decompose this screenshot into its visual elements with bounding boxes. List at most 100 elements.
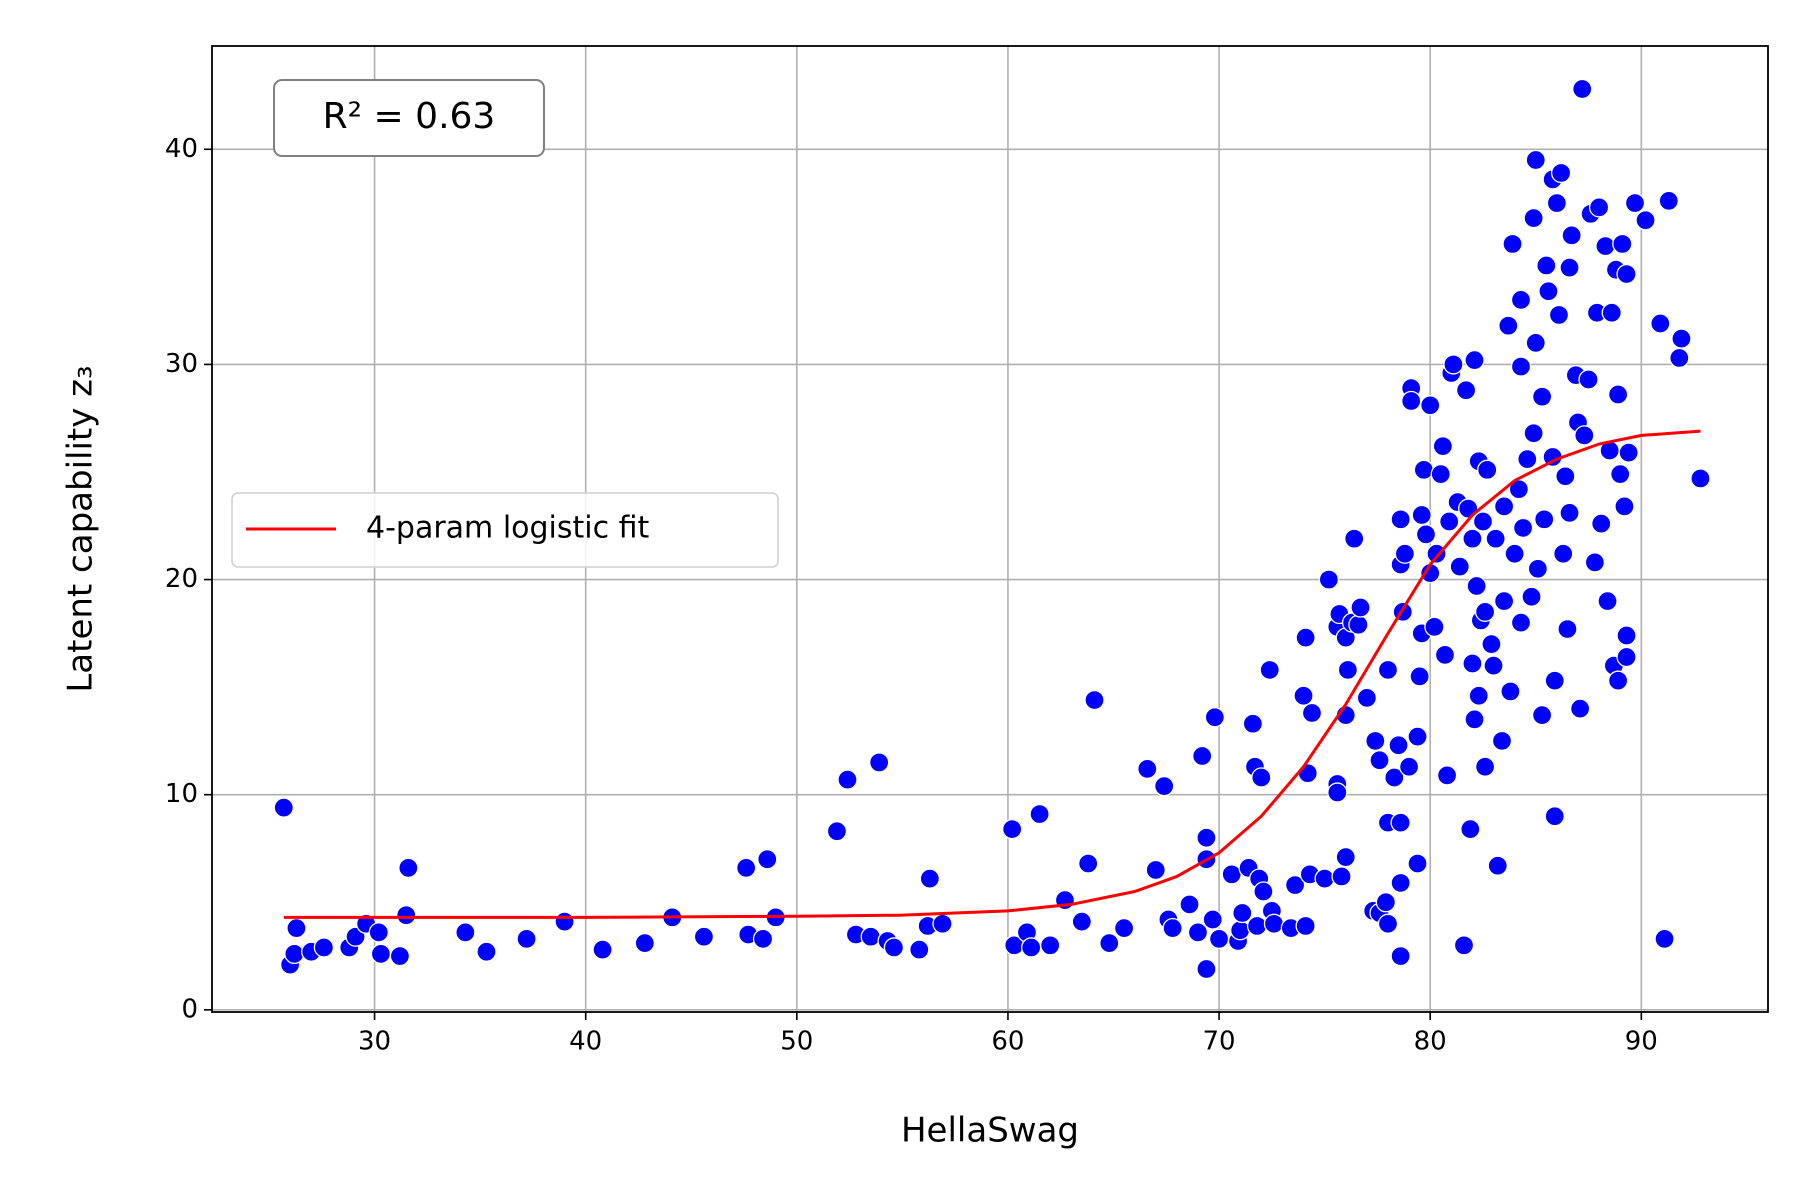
scatter-point bbox=[1411, 504, 1432, 526]
scatter-point bbox=[1517, 448, 1538, 470]
scatter-point bbox=[1251, 767, 1272, 788]
scatter-point bbox=[284, 943, 305, 965]
y-tick-label: 40 bbox=[165, 134, 198, 164]
scatter-point bbox=[1084, 689, 1105, 711]
scatter-point bbox=[1384, 767, 1405, 788]
scatter-point bbox=[757, 849, 778, 870]
scatter-point bbox=[1162, 917, 1183, 939]
scatter-point bbox=[1534, 509, 1555, 530]
scatter-point bbox=[1690, 468, 1711, 489]
scatter-point bbox=[1525, 332, 1546, 354]
scatter-point bbox=[1295, 627, 1316, 648]
scatter-point bbox=[1550, 162, 1572, 184]
x-tick-label: 80 bbox=[1414, 1027, 1447, 1057]
scatter-point bbox=[1654, 928, 1675, 950]
scatter-point bbox=[1196, 958, 1217, 980]
scatter-point bbox=[919, 868, 940, 889]
scatter-point bbox=[1263, 913, 1285, 934]
scatter-point bbox=[1377, 913, 1399, 934]
scatter-point bbox=[368, 922, 389, 943]
scatter-point bbox=[1449, 556, 1470, 577]
scatter-point bbox=[1618, 442, 1639, 463]
y-tick-label: 20 bbox=[165, 564, 198, 594]
scatter-point bbox=[1468, 685, 1489, 706]
scatter-point bbox=[1415, 524, 1437, 545]
scatter-point bbox=[389, 945, 411, 967]
scatter-point bbox=[1356, 687, 1378, 709]
scatter-point bbox=[1453, 935, 1475, 956]
scatter-point bbox=[1337, 659, 1359, 681]
scatter-point bbox=[1531, 704, 1553, 726]
scatter-point bbox=[1510, 612, 1532, 633]
scatter-point bbox=[1259, 659, 1280, 681]
scatter-point bbox=[1284, 874, 1306, 896]
scatter-point bbox=[554, 911, 575, 932]
scatter-point bbox=[1413, 459, 1435, 480]
scatter-point bbox=[1369, 750, 1390, 771]
scatter-point bbox=[1595, 235, 1616, 257]
scatter-point bbox=[1561, 225, 1582, 246]
scatter-point bbox=[1390, 872, 1411, 894]
scatter-point bbox=[1407, 726, 1428, 747]
scatter-point bbox=[1578, 369, 1599, 390]
legend-box bbox=[231, 492, 779, 568]
scatter-point bbox=[286, 917, 307, 939]
scatter-point bbox=[1588, 197, 1610, 218]
scatter-point bbox=[1544, 806, 1565, 827]
scatter-point bbox=[932, 913, 953, 934]
scatter-point bbox=[1232, 902, 1253, 924]
scatter-point bbox=[1145, 859, 1166, 881]
scatter-point bbox=[1040, 935, 1061, 956]
scatter-point bbox=[1555, 466, 1576, 487]
scatter-point bbox=[1491, 730, 1513, 752]
scatter-point bbox=[1221, 864, 1242, 885]
scatter-point bbox=[1607, 670, 1629, 691]
scatter-point bbox=[1295, 915, 1316, 937]
scatter-point bbox=[1635, 210, 1656, 231]
x-tick-label: 30 bbox=[358, 1027, 391, 1057]
scatter-point bbox=[752, 928, 774, 950]
scatter-point bbox=[1671, 328, 1692, 349]
scatter-point bbox=[1493, 496, 1515, 517]
scatter-point bbox=[1365, 730, 1386, 752]
scatter-point bbox=[313, 937, 335, 958]
scatter-point bbox=[1344, 528, 1365, 549]
scatter-point bbox=[1531, 386, 1553, 407]
y-tick-label: 10 bbox=[165, 779, 198, 809]
scatter-point bbox=[1616, 625, 1637, 646]
legend-label: 4-param logistic fit bbox=[366, 511, 650, 546]
scatter-point bbox=[1436, 765, 1458, 786]
x-tick-label: 40 bbox=[569, 1027, 602, 1057]
x-tick-label: 70 bbox=[1203, 1027, 1236, 1057]
scatter-point bbox=[1388, 735, 1409, 756]
scatter-point bbox=[869, 752, 890, 773]
scatter-point bbox=[826, 821, 848, 842]
scatter-point bbox=[1375, 892, 1397, 913]
scatter-point bbox=[1616, 263, 1637, 285]
scatter-point bbox=[1650, 313, 1671, 334]
scatter-point bbox=[1521, 586, 1542, 607]
scatter-point bbox=[516, 928, 537, 950]
scatter-point bbox=[909, 939, 930, 960]
scatter-point bbox=[1510, 356, 1532, 377]
scatter-point bbox=[476, 941, 497, 962]
scatter-point bbox=[396, 905, 417, 926]
scatter-point bbox=[1536, 255, 1557, 276]
scatter-point bbox=[1202, 909, 1223, 930]
scatter-point bbox=[1474, 756, 1496, 777]
scatter-point bbox=[1029, 803, 1050, 825]
scatter-point bbox=[1208, 928, 1230, 950]
scatter-point bbox=[1510, 289, 1532, 311]
scatter-point bbox=[1591, 513, 1612, 534]
scatter-point bbox=[1464, 349, 1485, 371]
scatter-point bbox=[1487, 855, 1508, 876]
scatter-point bbox=[1500, 681, 1521, 702]
x-axis-label: HellaSwag bbox=[901, 1111, 1079, 1151]
scatter-point bbox=[1462, 528, 1483, 549]
scatter-point bbox=[1377, 659, 1399, 681]
scatter-point bbox=[1230, 920, 1251, 941]
scatter-point bbox=[1293, 685, 1314, 706]
scatter-point bbox=[1021, 937, 1042, 958]
scatter-point bbox=[860, 926, 881, 947]
scatter-point bbox=[1502, 233, 1523, 255]
